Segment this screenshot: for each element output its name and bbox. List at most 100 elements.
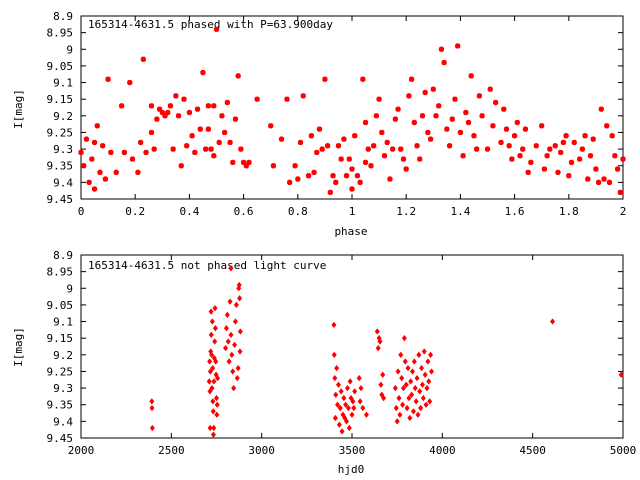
top-data-point <box>118 103 125 109</box>
bottom-data-point <box>393 404 399 412</box>
top-data-point <box>238 146 244 152</box>
bottom-data-point <box>428 351 434 358</box>
top-data-point <box>398 146 404 152</box>
top-data-point <box>192 149 198 156</box>
bottom-data-point <box>350 398 356 405</box>
top-y-tick-label: 8.9 <box>53 10 73 23</box>
top-data-point <box>606 179 613 186</box>
top-data-point <box>528 159 534 166</box>
top-data-point <box>544 153 550 159</box>
top-data-point <box>211 103 217 109</box>
bottom-data-point <box>344 384 350 392</box>
top-data-point <box>403 166 409 172</box>
bottom-data-point <box>234 374 240 382</box>
top-data-point <box>460 153 466 159</box>
top-data-point <box>151 146 157 152</box>
bottom-y-tick-label: 8.95 <box>47 266 74 279</box>
bottom-x-tick-label: 4500 <box>519 444 546 457</box>
bottom-data-point <box>211 424 217 432</box>
bottom-data-point <box>380 371 386 378</box>
top-y-tick-label: 9.35 <box>47 160 74 173</box>
top-data-point <box>349 166 355 172</box>
top-data-point <box>406 93 412 99</box>
top-data-point <box>576 156 583 162</box>
top-data-point <box>208 146 214 152</box>
top-data-point <box>338 156 344 162</box>
top-data-point <box>322 76 328 82</box>
top-data-point <box>240 159 247 166</box>
bottom-data-point <box>212 305 218 312</box>
bottom-y-tick-label: 9.1 <box>53 316 73 329</box>
top-data-point <box>547 146 553 152</box>
top-data-point <box>305 173 312 179</box>
bottom-data-point <box>212 325 218 332</box>
top-data-point <box>506 143 512 149</box>
top-data-point <box>148 129 155 136</box>
bottom-data-point <box>210 398 216 405</box>
bottom-data-point <box>210 408 216 415</box>
top-data-point <box>555 169 561 176</box>
top-data-point <box>297 139 304 146</box>
bottom-data-point <box>358 384 364 392</box>
bottom-data-point <box>400 401 406 408</box>
bottom-data-point <box>207 368 213 375</box>
bottom-data-point <box>395 368 401 375</box>
bottom-data-point <box>397 411 403 418</box>
top-data-point <box>560 139 567 146</box>
top-data-point <box>389 146 396 152</box>
top-data-point <box>498 139 504 146</box>
bottom-data-point <box>374 328 380 335</box>
top-x-tick-label: 0.2 <box>125 205 145 218</box>
top-x-tick-label: 0.6 <box>234 205 254 218</box>
bottom-data-point <box>211 378 217 385</box>
top-data-point <box>173 93 179 99</box>
bottom-data-point <box>345 404 351 412</box>
bottom-data-point <box>424 384 430 392</box>
top-data-point <box>511 133 518 139</box>
bottom-data-point <box>400 384 407 392</box>
bottom-data-point <box>230 368 236 375</box>
top-data-point <box>235 73 241 79</box>
bottom-data-point <box>339 428 345 435</box>
top-data-point <box>100 143 106 149</box>
top-data-point <box>438 46 445 52</box>
top-data-point <box>387 176 393 182</box>
bottom-data-point <box>337 404 343 412</box>
top-data-point <box>444 126 450 132</box>
bottom-data-point <box>223 325 229 332</box>
top-data-point <box>194 106 201 112</box>
top-data-point <box>417 156 423 162</box>
top-data-point <box>311 169 317 176</box>
top-data-point <box>129 156 136 162</box>
top-data-point <box>154 116 160 122</box>
bottom-data-point <box>415 411 421 418</box>
top-x-tick-label: 0.4 <box>179 205 199 218</box>
top-data-point <box>327 189 333 196</box>
top-data-point <box>102 176 109 182</box>
bottom-data-point <box>356 374 362 382</box>
top-data-point <box>246 159 252 166</box>
top-data-point <box>522 126 529 132</box>
top-data-point <box>254 96 260 102</box>
top-data-point <box>268 123 274 129</box>
bottom-data-point <box>237 328 243 335</box>
top-data-point <box>81 163 87 169</box>
bottom-y-tick-label: 9.45 <box>47 432 74 445</box>
top-data-point <box>468 73 474 79</box>
top-data-point <box>400 156 407 162</box>
top-data-point <box>436 103 442 109</box>
top-data-point <box>324 143 331 149</box>
bottom-data-point <box>206 378 212 385</box>
top-data-point <box>446 143 453 149</box>
bottom-data-point <box>237 295 243 302</box>
top-y-tick-label: 9.15 <box>47 93 74 106</box>
top-data-point <box>455 43 461 49</box>
top-data-point <box>620 156 626 162</box>
bottom-data-point <box>224 311 230 319</box>
top-data-point <box>197 126 203 132</box>
top-data-point <box>471 133 477 139</box>
bottom-y-tick-label: 9.2 <box>53 349 73 362</box>
bottom-data-point <box>208 308 214 315</box>
top-data-point <box>357 179 363 186</box>
top-data-point <box>287 179 293 186</box>
